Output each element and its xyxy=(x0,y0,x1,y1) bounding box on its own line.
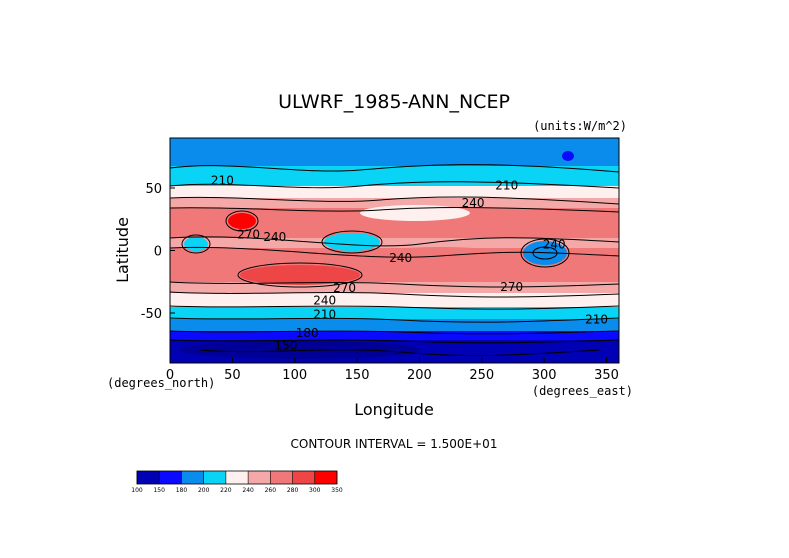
contour-label: 270 xyxy=(333,281,356,295)
contour-line xyxy=(169,317,620,323)
x-tick-label: 300 xyxy=(532,368,557,383)
colorbar-swatch xyxy=(270,471,293,484)
contour-line xyxy=(520,238,570,268)
contour-line xyxy=(169,281,620,288)
contour-line xyxy=(169,181,620,189)
contour-label: 150 xyxy=(275,339,298,353)
colorbar-level-label: 100 xyxy=(131,487,143,494)
contour-line xyxy=(225,210,259,232)
colorbar-level-label: 260 xyxy=(265,487,277,494)
colorbar-level-label: 150 xyxy=(153,487,165,494)
y-tick-label: 0 xyxy=(154,245,162,260)
x-tick-label: 350 xyxy=(594,368,619,383)
contour-line xyxy=(532,246,558,260)
contour-label: 210 xyxy=(585,312,608,326)
band-north-polar xyxy=(170,138,619,168)
contour-label: 210 xyxy=(495,179,518,193)
colorbar-swatch xyxy=(248,471,271,484)
band-north-high xyxy=(170,166,619,186)
contour-label: 240 xyxy=(313,294,336,308)
contour-line xyxy=(169,305,620,310)
y-tick-label: -50 xyxy=(141,307,162,322)
contour-line xyxy=(169,339,620,344)
contour-line xyxy=(169,291,620,298)
feature-antarctic-core xyxy=(180,341,420,359)
contour-line xyxy=(199,349,601,357)
band-south-sub xyxy=(170,292,619,307)
x-unit-label: (degrees_east) xyxy=(532,384,633,398)
colorbar-swatch xyxy=(225,471,249,484)
feature-pacific-dry xyxy=(370,247,510,263)
x-tick-label: 50 xyxy=(224,368,241,383)
contour-line xyxy=(237,262,363,288)
feature-africa-convection xyxy=(184,237,208,251)
contour-line xyxy=(169,207,620,213)
contour-line xyxy=(169,330,620,335)
contour-label: 240 xyxy=(389,251,412,265)
contour-interval-label: CONTOUR INTERVAL = 1.500E+01 xyxy=(291,437,498,451)
colorbar-swatch xyxy=(203,471,226,484)
x-axis: 0 50 100 150 200 250 300 350 xyxy=(166,358,619,383)
band-south-high xyxy=(170,330,619,340)
colorbar-level-label: 300 xyxy=(309,487,321,494)
units-label: (units:W/m^2) xyxy=(533,119,627,133)
y-axis: 50 0 -50 xyxy=(141,182,175,322)
colorbar-level-label: 280 xyxy=(287,487,299,494)
colorbar-swatch xyxy=(292,471,315,484)
band-south-mid xyxy=(170,318,619,331)
contour-line xyxy=(169,246,620,258)
contour-label: 210 xyxy=(313,307,336,321)
feature-greenland xyxy=(562,151,574,161)
colorbar-swatch xyxy=(314,471,337,484)
colorbar-level-label: 180 xyxy=(176,487,188,494)
band-south-trop xyxy=(170,282,619,293)
feature-south-pacific-warm xyxy=(240,265,360,285)
feature-asia-convection xyxy=(324,233,380,251)
band-north-sub xyxy=(170,198,619,208)
contour-label: 240 xyxy=(263,230,286,244)
band-itcz xyxy=(170,238,619,248)
colorbar: 100 150 180 200 220 240 260 280 300 350 xyxy=(131,470,343,494)
y-tick-label: 50 xyxy=(145,182,162,197)
colorbar-swatch xyxy=(137,471,160,484)
y-axis-label: Latitude xyxy=(113,217,132,283)
contour-label: 180 xyxy=(296,326,319,340)
y-unit-label: (degrees_north) xyxy=(107,376,215,390)
x-tick-label: 0 xyxy=(166,368,174,383)
feature-sahara xyxy=(228,213,256,229)
contour-label: 270 xyxy=(500,280,523,294)
contour-label: 210 xyxy=(211,174,234,188)
x-tick-label: 200 xyxy=(407,368,432,383)
x-tick-label: 100 xyxy=(282,368,307,383)
x-axis-label: Longitude xyxy=(354,400,434,419)
colorbar-level-label: 200 xyxy=(198,487,210,494)
chart-title: ULWRF_1985-ANN_NCEP xyxy=(278,91,510,113)
contour-line xyxy=(321,230,383,254)
colorbar-level-label: 240 xyxy=(242,487,254,494)
colorbar-swatch xyxy=(159,471,182,484)
feature-north-pacific xyxy=(360,205,470,221)
contour-label: 270 xyxy=(237,227,260,241)
contour-lines xyxy=(169,164,620,357)
contour-label: 240 xyxy=(462,196,485,210)
contour-line xyxy=(169,236,620,247)
band-north-mid xyxy=(170,186,619,198)
colorbar-level-label: 220 xyxy=(220,487,232,494)
contour-line xyxy=(181,234,211,254)
contour-label: 240 xyxy=(543,237,566,251)
contour-line xyxy=(169,196,620,205)
x-tick-label: 250 xyxy=(469,368,494,383)
contour-line xyxy=(169,164,620,173)
x-tick-label: 150 xyxy=(345,368,370,383)
colorbar-swatch xyxy=(181,471,204,484)
colorbar-level-label: 350 xyxy=(331,487,343,494)
